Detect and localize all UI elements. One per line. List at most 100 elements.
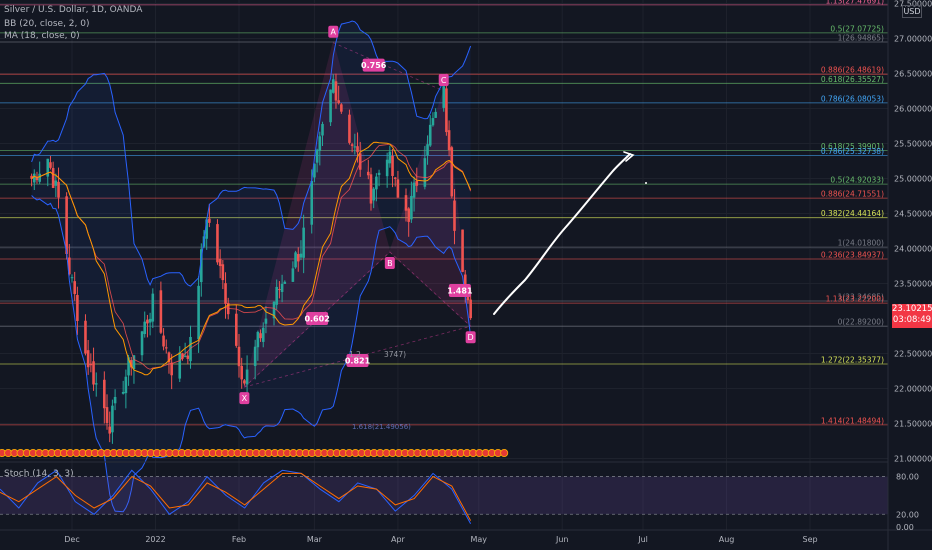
candle-body — [240, 365, 243, 380]
x-tick-label: Jun — [555, 535, 569, 544]
fib-label: 0.618(25.39901) — [821, 142, 884, 151]
fib-label: 1.13(23.22200) — [826, 295, 884, 304]
bollinger-basis — [31, 143, 472, 370]
candle-body — [199, 249, 203, 283]
candle-body — [310, 180, 314, 225]
y-tick-label: 21.50000 — [894, 420, 932, 429]
y-tick-label: 27.00000 — [894, 35, 932, 44]
candle-body — [113, 396, 117, 404]
pattern-point-c — [438, 74, 449, 86]
candle-body — [51, 168, 55, 188]
fib-label: 0.382(24.44164) — [821, 209, 884, 218]
fib-label: 1(23.24685) — [838, 293, 884, 302]
candle-body — [237, 346, 241, 367]
fib-label: 0(22.89200) — [838, 318, 884, 327]
candle-body — [89, 363, 93, 366]
fib-label: 1(24.01800) — [838, 239, 884, 248]
candle-body — [221, 264, 225, 281]
candle-body — [124, 376, 128, 394]
candle-body — [181, 353, 184, 359]
stoch-legend[interactable]: Stoch (14, 3, 3) — [4, 469, 74, 479]
pattern-point-label: A — [331, 28, 337, 37]
candle-body — [353, 146, 357, 148]
candle-body — [410, 195, 413, 220]
harmonic-pattern — [243, 40, 472, 389]
candle-body — [294, 252, 297, 268]
currency-button[interactable]: USD — [902, 5, 922, 18]
pattern-point-label: C — [441, 76, 447, 85]
candle-body — [377, 172, 381, 175]
fib-label: 0.236(23.84937) — [821, 251, 884, 260]
drawn-dot — [645, 182, 647, 184]
candle-body — [46, 158, 50, 177]
candle-body — [272, 301, 276, 319]
candle-body — [197, 285, 200, 340]
candle-body — [415, 181, 419, 186]
faded-fib-label: 1.2 — [349, 350, 361, 359]
candle-body — [318, 136, 322, 151]
bb-legend[interactable]: BB (20, close, 2, 0) — [4, 19, 90, 29]
fib-label: 0.886(24.71551) — [821, 190, 884, 199]
fib-label: 1.272(22.35377) — [821, 356, 884, 365]
candle-body — [393, 177, 397, 179]
candle-body — [205, 219, 208, 239]
candle-body — [291, 268, 295, 282]
stoch-tick-label: 80.00 — [896, 473, 919, 482]
candle-body — [111, 405, 114, 433]
candle-body — [426, 144, 429, 156]
y-tick-label: 25.00000 — [894, 175, 932, 184]
candle-body — [92, 361, 95, 385]
fib-label: 1.13(27.47691) — [826, 0, 884, 5]
candle-body — [385, 159, 389, 177]
candle-body — [431, 118, 435, 126]
candle-body — [450, 147, 454, 197]
ma-legend[interactable]: MA (18, close, 0) — [4, 31, 80, 41]
y-tick-label: 26.50000 — [894, 70, 932, 79]
x-tick-label: Sep — [802, 535, 817, 544]
candle-body — [388, 151, 392, 164]
drawn-arrow — [493, 153, 631, 315]
x-tick-label: Dec — [64, 535, 79, 544]
candle-body — [68, 257, 71, 275]
candle-body — [313, 163, 316, 178]
last-price-value: 23.10215 — [892, 304, 932, 314]
candle-body — [218, 258, 222, 267]
candle-body — [162, 335, 165, 347]
candle-body — [340, 104, 343, 112]
y-tick-label: 22.50000 — [894, 350, 932, 359]
x-tick-label: May — [470, 535, 487, 544]
candle-body — [108, 426, 112, 434]
drawn-arrow-head — [623, 151, 635, 162]
x-tick-label: Feb — [232, 535, 246, 544]
candle-body — [49, 162, 52, 168]
candle-body — [38, 173, 41, 182]
pattern-point-label: X — [242, 394, 248, 403]
x-tick-label: 2022 — [145, 535, 165, 544]
candle-body — [259, 333, 262, 339]
candle-body — [65, 196, 68, 254]
candle-body — [178, 352, 182, 379]
candle-body — [148, 318, 152, 323]
stoch-k-line — [0, 469, 472, 524]
candle-body — [331, 79, 335, 93]
y-tick-label: 22.00000 — [894, 385, 932, 394]
candle-body — [296, 254, 300, 262]
fib-label: 1(26.94865) — [838, 34, 884, 43]
candle-body — [350, 144, 354, 146]
fib-label: 0.786(26.08053) — [821, 94, 884, 103]
faded-fib-label: 1.618(21.49056) — [352, 423, 411, 431]
fib-label: 0.618(26.35527) — [821, 75, 884, 84]
x-tick-label: Jul — [637, 535, 648, 544]
candle-body — [143, 321, 147, 335]
overlays — [31, 20, 472, 513]
candle-body — [366, 171, 370, 176]
candle-body — [94, 383, 98, 385]
candle-body — [76, 295, 79, 321]
fib-label: 0.786(25.32738) — [821, 147, 884, 156]
pattern-ac — [333, 42, 444, 92]
candle-body — [35, 177, 39, 181]
pattern-ratio-box — [448, 284, 471, 297]
